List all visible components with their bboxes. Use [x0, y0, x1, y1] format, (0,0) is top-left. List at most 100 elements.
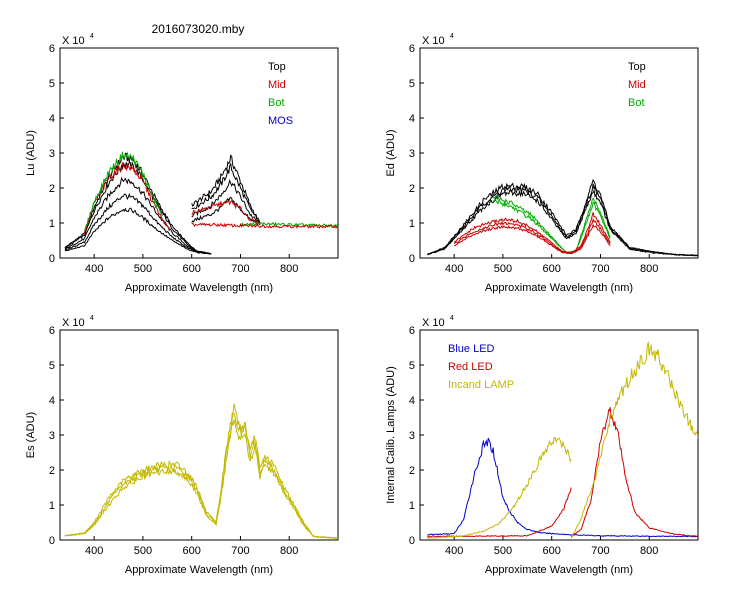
y-multiplier: X 10: [62, 317, 85, 329]
x-tick-label: 600: [183, 263, 201, 275]
y-tick-label: 4: [49, 395, 55, 407]
x-tick-label: 600: [543, 545, 561, 557]
x-tick-label: 400: [85, 545, 103, 557]
y-tick-label: 0: [409, 535, 415, 547]
x-tick-label: 500: [134, 263, 152, 275]
y-tick-label: 3: [49, 148, 55, 160]
y-tick-label: 1: [49, 218, 55, 230]
series-line-4-0: [64, 207, 212, 255]
x-tick-label: 700: [231, 263, 249, 275]
y-tick-label: 0: [409, 253, 415, 265]
figure-title: 2016073020.mby: [152, 22, 245, 36]
chart-panel-lu: 0 1 2 3 4 5 6 400 500 600 700 800 X 10 4 Approximate W…: [25, 33, 339, 294]
series-line-2-0: [427, 188, 698, 257]
y-tick-label: 1: [409, 218, 415, 230]
y-tick-label: 5: [49, 78, 55, 90]
y-tick-label: 3: [409, 148, 415, 160]
y-tick-label: 5: [409, 78, 415, 90]
series-line-1-1: [191, 163, 261, 224]
chart-panel-ed: 0 1 2 3 4 5 6 400 500 600 700 800 X 10 4 Approximate W…: [385, 33, 699, 294]
y-tick-label: 2: [409, 183, 415, 195]
y-tick-label: 2: [49, 465, 55, 477]
y-multiplier-exponent: 4: [450, 315, 454, 322]
series-line-0-0: [64, 403, 338, 539]
x-axis-label: Approximate Wavelength (nm): [125, 564, 273, 576]
series-line-3-0: [64, 192, 212, 255]
chart-panel-es: 0 1 2 3 4 5 6 400 500 600 700 800 X 10 4 Approximate W…: [25, 315, 339, 576]
y-axis-label: Lu (ADU): [25, 130, 37, 176]
series-line-2-1: [570, 341, 698, 539]
x-tick-label: 400: [85, 263, 103, 275]
y-tick-label: 2: [49, 183, 55, 195]
series-line-2-0: [427, 436, 572, 539]
x-tick-label: 700: [591, 263, 609, 275]
series-line-2-1: [191, 178, 261, 226]
legend-entry: Red LED: [448, 361, 493, 373]
y-multiplier-exponent: 4: [90, 33, 94, 40]
series-line-0-1: [191, 154, 261, 224]
x-axis-label: Approximate Wavelength (nm): [485, 282, 633, 294]
y-tick-label: 4: [409, 395, 415, 407]
y-tick-label: 6: [409, 325, 415, 337]
y-tick-label: 6: [409, 43, 415, 55]
legend-entry: Bot: [268, 97, 285, 109]
series-line-7-0: [191, 222, 338, 229]
y-tick-label: 5: [409, 360, 415, 372]
y-tick-label: 6: [49, 325, 55, 337]
x-tick-label: 500: [134, 545, 152, 557]
series-line-1-0: [427, 487, 572, 538]
x-tick-label: 800: [280, 545, 298, 557]
legend-entry: MOS: [268, 115, 293, 127]
x-tick-label: 700: [591, 545, 609, 557]
x-axis-label: Approximate Wavelength (nm): [125, 282, 273, 294]
legend-entry: Top: [268, 61, 286, 73]
legend-entry: Blue LED: [448, 343, 495, 355]
y-multiplier-exponent: 4: [450, 33, 454, 40]
series-line-5-0: [454, 212, 611, 254]
x-tick-label: 500: [494, 263, 512, 275]
legend-entry: Mid: [268, 79, 286, 91]
series-line-0-0: [427, 437, 698, 538]
legend-entry: Mid: [628, 79, 646, 91]
y-tick-label: 0: [49, 535, 55, 547]
series-line-7-0: [453, 223, 611, 255]
series-line-1-0: [64, 412, 338, 540]
x-tick-label: 600: [543, 263, 561, 275]
y-axis-label: Es (ADU): [25, 412, 37, 458]
y-axis-label: Internal Calib. Lamps (ADU): [385, 366, 397, 504]
x-tick-label: 700: [231, 545, 249, 557]
series-line-6-0: [453, 217, 611, 255]
y-multiplier: X 10: [422, 317, 445, 329]
y-tick-label: 4: [49, 113, 55, 125]
series-line-6-0: [83, 151, 163, 231]
x-tick-label: 800: [640, 545, 658, 557]
y-tick-label: 0: [49, 253, 55, 265]
series-line-1-1: [570, 407, 698, 538]
x-tick-label: 600: [183, 545, 201, 557]
legend-entry: Top: [628, 61, 646, 73]
y-tick-label: 4: [409, 113, 415, 125]
series-line-4-0: [492, 198, 611, 254]
series-line-5-1: [191, 200, 261, 226]
y-tick-label: 6: [49, 43, 55, 55]
x-tick-label: 400: [445, 545, 463, 557]
y-multiplier: X 10: [422, 35, 445, 47]
y-tick-label: 5: [49, 360, 55, 372]
x-tick-label: 800: [280, 263, 298, 275]
legend-entry: Bot: [628, 97, 645, 109]
series-line-2-0: [64, 176, 212, 255]
y-tick-label: 1: [409, 500, 415, 512]
series-line-0-0: [426, 178, 698, 257]
chart-panel-lamps: 0 1 2 3 4 5 6 400 500 600 700 800 X 10 4 Approximate W…: [385, 315, 699, 576]
x-tick-label: 400: [445, 263, 463, 275]
y-tick-label: 3: [49, 430, 55, 442]
x-tick-label: 800: [640, 263, 658, 275]
legend-entry: Incand LAMP: [448, 379, 514, 391]
series-line-1-0: [427, 183, 698, 257]
y-multiplier: X 10: [62, 35, 85, 47]
y-tick-label: 1: [49, 500, 55, 512]
y-tick-label: 2: [409, 465, 415, 477]
x-tick-label: 500: [494, 545, 512, 557]
y-axis-label: Ed (ADU): [385, 129, 397, 176]
